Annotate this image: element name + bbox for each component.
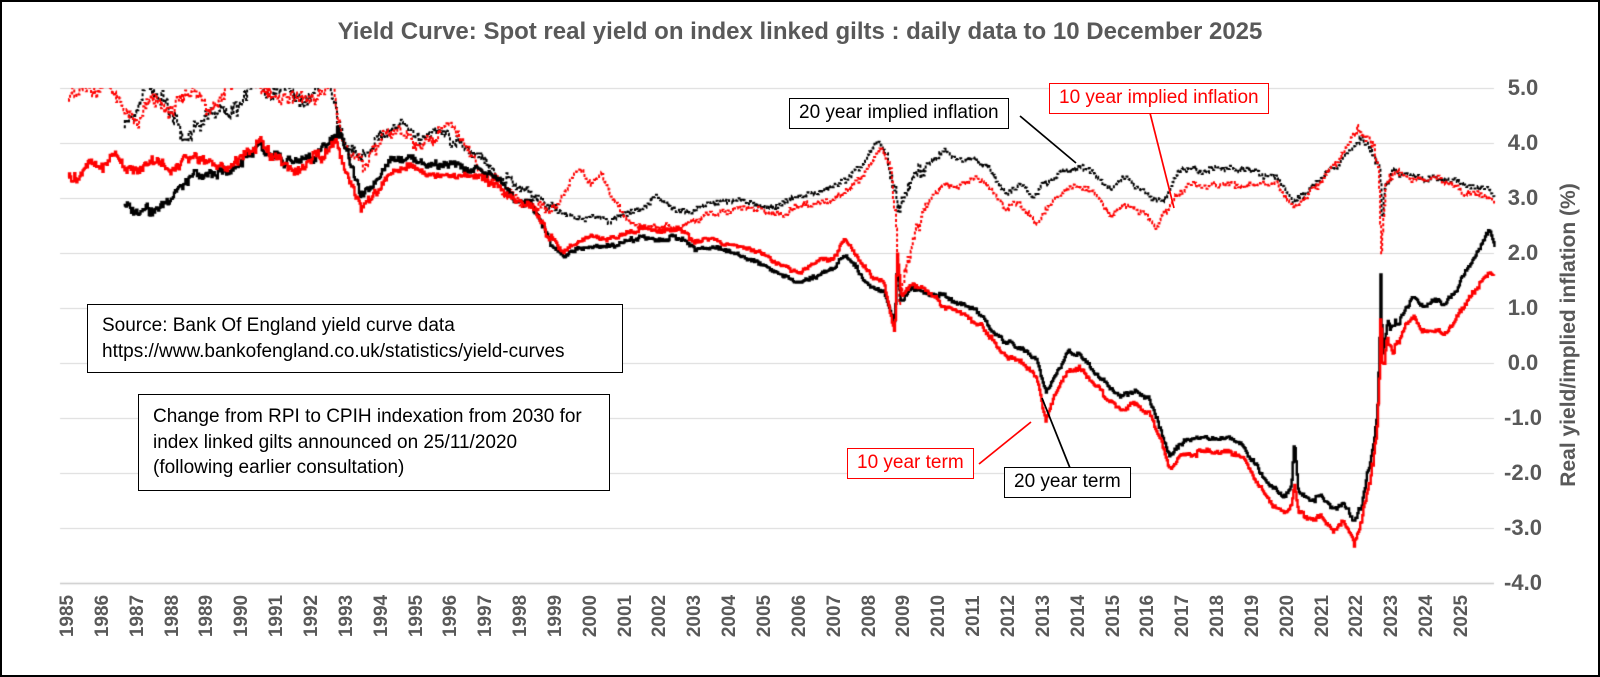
- y-tick-label: 0.0: [1507, 350, 1539, 375]
- x-tick-label: 2015: [1102, 594, 1124, 638]
- x-tick-label: 2002: [649, 594, 671, 638]
- x-tick-label: 2004: [719, 594, 741, 638]
- chart-title: Yield Curve: Spot real yield on index li…: [337, 18, 1263, 45]
- x-tick-label: 1988: [161, 594, 183, 638]
- x-tick-label: 2014: [1067, 594, 1089, 638]
- x-tick-label: 1994: [370, 594, 392, 638]
- x-tick-label: 2003: [684, 594, 706, 638]
- y-tick-label: -1.0: [1504, 405, 1542, 430]
- x-tick-label: 1986: [91, 594, 113, 638]
- y-tick-label: 1.0: [1507, 295, 1539, 320]
- callout-20y-implied-inflation: 20 year implied inflation: [789, 98, 1009, 129]
- x-tick-label: 1997: [475, 594, 497, 638]
- x-tick-label: 2017: [1172, 594, 1194, 638]
- x-tick-label: 2025: [1451, 594, 1472, 638]
- x-tick-label: 1995: [405, 594, 427, 638]
- x-tick-label: 2020: [1276, 594, 1298, 638]
- x-tick-label: 2021: [1311, 594, 1333, 638]
- x-tick-label: 1996: [440, 594, 462, 638]
- source-note-line2: https://www.bankofengland.co.uk/statisti…: [102, 340, 565, 362]
- x-tick-label: 2007: [823, 594, 845, 638]
- x-tick-label: 2008: [858, 594, 880, 638]
- callout-10y-term: 10 year term: [847, 448, 974, 479]
- y-tick-label: -3.0: [1504, 515, 1542, 540]
- x-tick-label: 2016: [1137, 594, 1159, 638]
- source-note-box: Source: Bank Of England yield curve data…: [87, 304, 623, 374]
- rpi-cpih-note-box: Change from RPI to CPIH indexation from …: [138, 394, 610, 491]
- y-tick-label: 2.0: [1507, 240, 1539, 265]
- source-note-line1: Source: Bank Of England yield curve data: [102, 315, 455, 336]
- y-tick-label: 4.0: [1507, 130, 1539, 155]
- x-tick-label: 2018: [1207, 594, 1229, 638]
- x-tick-label: 1992: [300, 594, 322, 638]
- y-tick-label: -2.0: [1504, 460, 1542, 485]
- callout-20y-term: 20 year term: [1004, 467, 1131, 498]
- x-tick-label: 2019: [1241, 594, 1263, 638]
- x-tick-label: 1990: [231, 594, 253, 638]
- x-tick-label: 1987: [126, 594, 148, 638]
- x-tick-label: 2005: [754, 594, 775, 638]
- x-tick-label: 2012: [997, 594, 1019, 638]
- y-tick-label: -4.0: [1504, 570, 1542, 595]
- x-tick-label: 2023: [1381, 594, 1403, 638]
- x-tick-label: 2006: [788, 594, 810, 638]
- x-tick-label: 2013: [1032, 594, 1054, 638]
- x-tick-label: 1993: [335, 594, 357, 638]
- callout-10y-implied-inflation: 10 year implied inflation: [1049, 83, 1269, 114]
- x-tick-label: 1985: [57, 594, 78, 638]
- y-tick-label: 5.0: [1507, 75, 1539, 100]
- y-axis-title: Real yield/implied inflation (%): [1557, 183, 1580, 487]
- x-tick-label: 2011: [963, 595, 985, 637]
- x-tick-label: 2000: [579, 594, 601, 638]
- x-tick-label: 1991: [266, 594, 288, 638]
- x-tick-label: 2022: [1346, 594, 1368, 638]
- x-tick-label: 1999: [544, 594, 566, 638]
- x-tick-label: 2009: [893, 594, 915, 638]
- y-tick-label: 3.0: [1507, 185, 1539, 210]
- x-tick-label: 2024: [1416, 594, 1438, 638]
- x-tick-label: 2010: [928, 594, 950, 638]
- x-tick-label: 1998: [510, 594, 532, 638]
- x-tick-label: 2001: [614, 594, 636, 638]
- x-tick-label: 1989: [196, 594, 218, 638]
